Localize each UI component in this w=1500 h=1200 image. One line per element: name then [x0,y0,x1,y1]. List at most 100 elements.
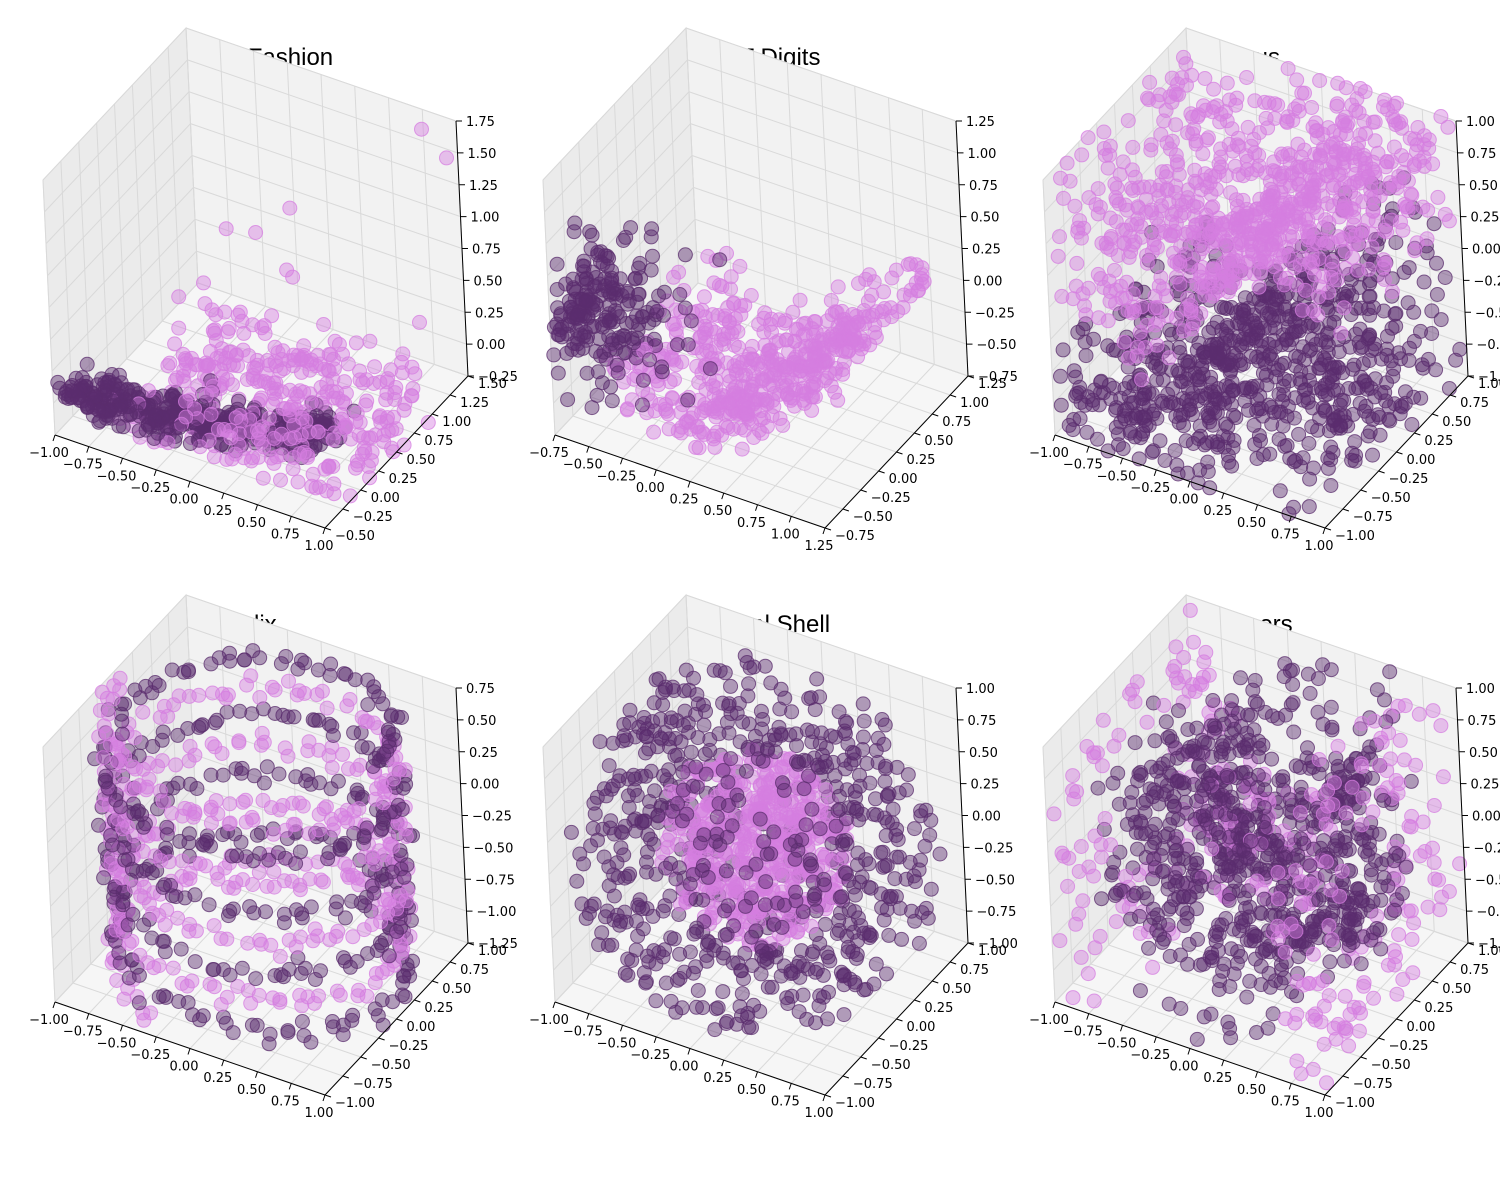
scatter-point-class-b [827,366,843,382]
scatter-point-class-b [688,439,704,455]
scatter-point-class-b [1309,123,1325,139]
scatter-point-class-b [1193,279,1209,295]
z-tick-label: 0.25 [475,306,504,321]
scatter-point-class-a [706,662,722,678]
scatter-point-class-b [1157,223,1173,239]
scatter-point-class-a [604,393,620,409]
scatter-point-class-a [918,802,934,818]
scatter-point-class-b [1364,161,1380,177]
scatter-point-class-b [861,267,877,283]
scatter-point-class-b [1093,271,1109,286]
scatter-point-class-b [765,392,781,408]
scatter-point-class-a [1416,274,1432,290]
scatter-point-class-a [1404,417,1420,432]
scatter-point-class-a [1220,419,1236,435]
scatter-point-class-a [629,308,644,324]
scatter-point-class-b [292,882,308,898]
scatter-point-class-b [1290,98,1306,113]
scatter-point-class-b [1050,248,1066,264]
grid-line [1051,218,1196,372]
scatter-point-class-b [213,931,229,947]
scatter-point-class-a [246,768,262,784]
scatter-point-class-b [646,424,662,440]
scatter-point-class-b [196,275,211,291]
scatter-point-class-a [561,293,577,309]
scatter-point-class-b [1168,86,1184,102]
x-tick-label: 0.00 [170,1060,199,1075]
scatter-point-class-a [114,726,130,742]
scatter-point-class-b [1195,227,1211,243]
scatter-point-class-b [1153,270,1169,285]
scatter-point-class-b [1107,176,1123,192]
scatter-point-class-b [1304,100,1320,115]
scatter-point-class-b [367,856,383,872]
scatter-point-class-b [819,370,835,386]
grid-line [185,27,457,122]
z-tick-label: 1.25 [469,179,498,194]
scatter-point-class-a [136,819,151,835]
scatter-point-class-a [560,392,576,408]
grid-line [1050,187,1194,340]
scatter-point-class-a [267,968,283,984]
scatter-point-class-b [732,258,748,274]
scatter-point-class-a [1278,332,1294,348]
scatter-point-class-a [643,229,659,245]
scatter-point-class-a [159,827,175,843]
scatter-point-class-b [380,891,396,907]
scatter-point-class-a [855,729,871,745]
x-tick-label: −0.25 [130,1048,170,1063]
scatter-point-class-b [896,287,912,303]
y-tick [860,489,867,493]
scatter-point-class-b [1168,117,1184,133]
scatter-point-class-a [320,851,336,867]
scatter-point-class-b [175,346,191,362]
scatter-point-class-b [1379,224,1395,240]
scatter-point-class-a [1388,235,1404,250]
scatter-point-class-a [1300,390,1316,406]
scatter-point-class-b [830,279,846,295]
scatter-point-class-b [220,324,236,340]
y-tick [378,470,385,474]
scatter-point-class-a [1424,303,1440,319]
scatter-point-class-b [292,383,308,399]
scatter-point-class-a [649,304,665,319]
scatter-point-class-b [367,427,383,443]
plot-mnist-digits: −0.75−0.50−0.250.000.250.500.751.001.25−… [529,26,1018,554]
y-tick [378,1037,385,1041]
scatter-point-class-a [911,935,927,951]
scatter-point-class-a [723,678,739,694]
scatter-point-class-b [1239,206,1255,222]
scatter-point-class-b [1200,130,1216,146]
scatter-point-class-a [569,336,585,352]
scatter-point-class-a [550,365,566,381]
scatter-point-class-a [1203,369,1219,385]
scatter-point-class-b [1372,188,1388,204]
scatter-point-class-a [635,372,651,388]
scatter-point-class-b [109,753,125,769]
scatter-point-class-a [307,712,323,728]
scatter-point-class-a [221,908,236,924]
scatter-point-class-b [349,762,365,777]
scatter-point-class-b [1062,173,1078,189]
scatter-point-class-b [208,307,224,323]
scatter-point-class-a [276,915,292,931]
scatter-point-class-a [1141,418,1157,433]
scatter-point-class-a [1291,426,1307,442]
y-tick [414,432,421,436]
scatter-point-class-b [797,326,813,342]
y-tick-label: −0.25 [389,1039,429,1054]
scatter-point-class-a [293,966,309,981]
scatter-point-class-b [350,988,366,1004]
x-tick-label: −1.00 [29,446,69,461]
scatter-point-class-b [255,470,271,486]
scatter-point-class-b [238,814,254,830]
scatter-point-class-b [1218,168,1234,184]
scatter-point-class-b [698,335,714,351]
scatter-point-class-a [1080,389,1096,405]
y-tick-label: 1.00 [960,396,989,411]
scatter-point-class-b [1168,147,1184,163]
scatter-point-class-a [136,917,152,933]
x-tick-label: −0.75 [529,446,569,461]
scatter-point-class-b [1199,214,1215,230]
scatter-point-class-b [294,351,309,367]
